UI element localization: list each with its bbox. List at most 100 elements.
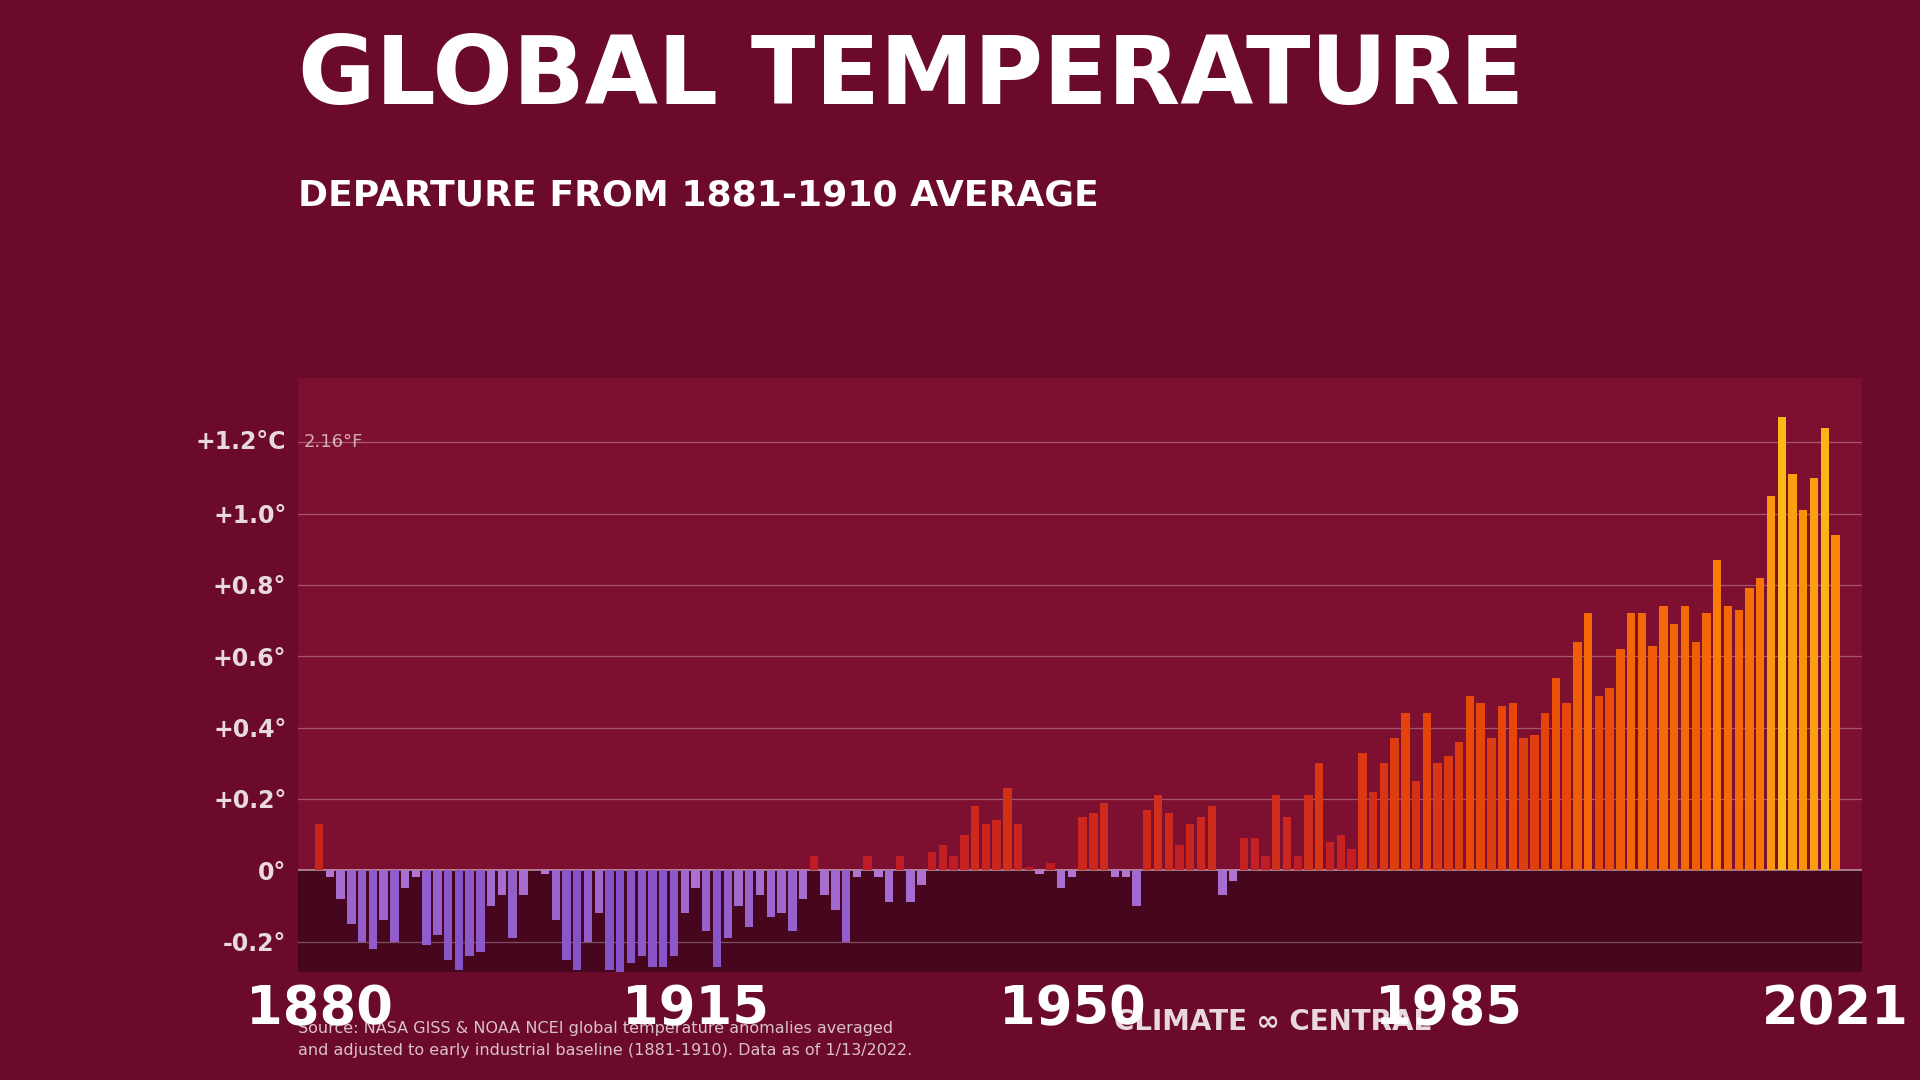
Bar (563, 870, 570, 959)
Bar (1402, 714, 1409, 870)
Bar (1336, 835, 1346, 870)
Bar (787, 870, 797, 931)
Bar (1390, 739, 1400, 870)
Text: CLIMATE ∞ CENTRAL: CLIMATE ∞ CENTRAL (1114, 1008, 1430, 1036)
Bar (444, 870, 453, 959)
Bar (1617, 649, 1624, 870)
Bar (411, 870, 420, 877)
Bar (1788, 474, 1797, 870)
Bar (541, 870, 549, 874)
Bar (906, 870, 914, 903)
Bar (1154, 795, 1162, 870)
Bar (1757, 578, 1764, 870)
Bar (1596, 696, 1603, 870)
Bar (852, 870, 860, 877)
Bar (820, 870, 829, 895)
Bar (1778, 417, 1786, 870)
Bar (745, 870, 753, 928)
Bar (1551, 677, 1561, 870)
Bar (401, 870, 409, 888)
Bar (1713, 559, 1722, 870)
Bar (1175, 846, 1183, 870)
Bar (766, 870, 776, 917)
Bar (1133, 870, 1140, 906)
Bar (1046, 863, 1054, 870)
Bar (864, 856, 872, 870)
Bar (1820, 428, 1830, 870)
Bar (605, 870, 614, 970)
Bar (1745, 589, 1753, 870)
Bar (326, 870, 334, 877)
Bar (874, 870, 883, 877)
Bar (1766, 496, 1776, 870)
Bar (1572, 642, 1582, 870)
Bar (972, 806, 979, 870)
Bar (1273, 795, 1281, 870)
Bar (1476, 703, 1484, 870)
Bar (455, 870, 463, 970)
Bar (659, 870, 668, 967)
Bar (1734, 610, 1743, 870)
Bar (1799, 510, 1807, 870)
Bar (465, 870, 474, 956)
Bar (1357, 753, 1367, 870)
Bar (1626, 613, 1636, 870)
Bar (1670, 624, 1678, 870)
Bar (1208, 806, 1215, 870)
Bar (1724, 606, 1732, 870)
Bar (509, 870, 516, 939)
Bar (584, 870, 591, 942)
Bar (1434, 764, 1442, 870)
Text: +1.2°C: +1.2°C (196, 430, 286, 455)
Bar (1261, 856, 1269, 870)
Bar (1423, 714, 1430, 870)
Bar (422, 870, 430, 945)
Bar (885, 870, 893, 903)
Bar (616, 870, 624, 974)
Bar (1283, 816, 1292, 870)
Bar (981, 824, 991, 870)
Bar (1369, 792, 1377, 870)
Bar (1509, 703, 1517, 870)
Bar (1250, 838, 1260, 870)
Bar (1304, 795, 1313, 870)
Bar (1240, 838, 1248, 870)
Bar (1692, 642, 1699, 870)
Bar (1465, 696, 1475, 870)
Bar (518, 870, 528, 895)
Bar (670, 870, 678, 956)
Bar (390, 870, 399, 942)
Bar (1196, 816, 1206, 870)
Bar (680, 870, 689, 913)
Bar (1294, 856, 1302, 870)
Bar (1089, 813, 1098, 870)
Text: GLOBAL TEMPERATURE: GLOBAL TEMPERATURE (298, 32, 1524, 124)
Bar (1229, 870, 1238, 881)
Bar (336, 870, 346, 899)
Bar (939, 846, 947, 870)
Bar (918, 870, 925, 885)
Bar (778, 870, 785, 913)
Bar (369, 870, 376, 949)
Bar (1530, 734, 1538, 870)
Bar (649, 870, 657, 967)
Bar (1638, 613, 1645, 870)
Bar (1605, 688, 1615, 870)
Bar (1058, 870, 1066, 888)
Bar (1455, 742, 1463, 870)
Bar (497, 870, 507, 895)
Bar (476, 870, 484, 953)
Bar (1563, 703, 1571, 870)
Bar (1703, 613, 1711, 870)
Bar (1025, 867, 1033, 870)
Bar (756, 870, 764, 895)
Bar (1079, 816, 1087, 870)
Bar (1659, 606, 1668, 870)
Bar (380, 870, 388, 920)
Bar (810, 856, 818, 870)
Bar (1498, 706, 1507, 870)
Bar (724, 870, 732, 939)
Bar (488, 870, 495, 906)
Bar (831, 870, 839, 909)
Bar (1519, 739, 1528, 870)
